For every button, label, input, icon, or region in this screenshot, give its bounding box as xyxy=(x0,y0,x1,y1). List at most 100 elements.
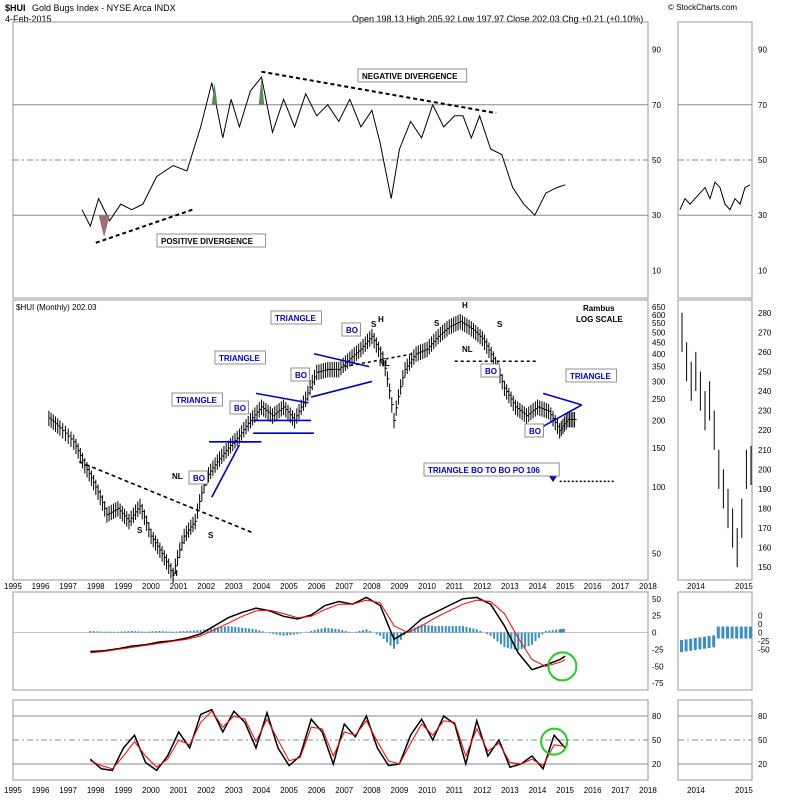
head-label: H xyxy=(378,315,384,324)
positive-divergence-label-box xyxy=(156,233,267,248)
bo-label-1-box xyxy=(188,470,209,485)
head-label: H xyxy=(462,301,468,310)
rsi-tick-label: 30 xyxy=(652,211,661,220)
quote-label: Open 198.13 High 205.92 Low 197.97 Close… xyxy=(352,14,644,24)
zoom-macd-histogram-bar xyxy=(698,637,702,650)
triangle-label-4-box xyxy=(565,368,617,383)
neckline-label: NL xyxy=(172,472,183,481)
zoom-price-tick-label: 210 xyxy=(758,446,772,455)
zoom-x-tick-label: 2015 xyxy=(735,582,753,591)
x-tick-label-bottom: 2016 xyxy=(584,786,602,795)
zoom-macd-histogram-bar xyxy=(689,638,693,651)
bo-label-1: BO xyxy=(193,474,205,483)
price-tick-label: 200 xyxy=(652,416,666,425)
price-tick-label: 250 xyxy=(652,395,666,404)
bo-label-3-box xyxy=(290,367,311,382)
price-tick-label: 500 xyxy=(652,328,666,337)
x-tick-label: 2012 xyxy=(473,582,491,591)
zoom-price-tick-label: 250 xyxy=(758,368,772,377)
head-label: H xyxy=(172,569,178,578)
x-tick-label: 2015 xyxy=(556,582,574,591)
macd-zoom-tick-label: 0 xyxy=(758,629,763,638)
zoom-macd-histogram-bar xyxy=(739,626,743,639)
x-tick-label: 2011 xyxy=(446,582,464,591)
bo-label-2-box xyxy=(229,400,250,415)
x-tick-label: 1998 xyxy=(87,582,105,591)
zoom-macd-histogram-bar xyxy=(730,626,734,639)
stoch-zoom-tick-label: 20 xyxy=(758,760,767,769)
macd-tick-label: -25 xyxy=(652,645,664,654)
triangle-line xyxy=(313,353,370,368)
zoom-price-tick-label: 260 xyxy=(758,348,772,357)
price-objective-label-box xyxy=(423,462,560,477)
x-tick-label-bottom: 2002 xyxy=(197,786,215,795)
macd-signal xyxy=(90,599,566,667)
zoom-price-tick-label: 180 xyxy=(758,505,772,514)
rsi-zoom-tick-label: 10 xyxy=(758,266,767,275)
triangle-label-3-box xyxy=(270,310,322,325)
zoom-macd-histogram-bar xyxy=(726,626,729,639)
shoulder-label: S xyxy=(497,320,503,329)
x-tick-label: 2007 xyxy=(335,582,353,591)
zoom-macd-histogram-bar xyxy=(716,626,720,639)
shoulder-label: S xyxy=(371,320,377,329)
price-tick-label: 300 xyxy=(652,377,666,386)
neckline-label: NL xyxy=(462,345,473,354)
macd-zoom-tick-label: -25 xyxy=(758,637,770,646)
positive-divergence-label: POSITIVE DIVERGENCE xyxy=(161,237,254,246)
zoom-frame-px xyxy=(677,299,753,581)
x-tick-label-bottom: 2007 xyxy=(335,786,353,795)
credit-label: © StockCharts.com xyxy=(668,3,738,12)
rsi-overbought-fill xyxy=(258,77,265,105)
price-tick-label: 350 xyxy=(652,363,666,372)
x-tick-label-bottom: 2008 xyxy=(363,786,381,795)
x-tick-label: 1997 xyxy=(59,582,77,591)
x-tick-label-bottom: 1999 xyxy=(114,786,132,795)
price-tick-label: 150 xyxy=(652,444,666,453)
bo-label-3: BO xyxy=(295,371,307,380)
bo-label-2: BO xyxy=(234,404,246,413)
x-tick-label: 2000 xyxy=(142,582,160,591)
x-tick-label: 2008 xyxy=(363,582,381,591)
triangle-label-1: TRIANGLE xyxy=(176,396,218,405)
zoom-macd-histogram-bar xyxy=(721,626,725,639)
rsi-zoom-line xyxy=(679,181,751,211)
triangle-line xyxy=(211,444,241,498)
shoulder-label: S xyxy=(208,531,214,540)
zoom-macd-histogram-bar xyxy=(712,635,716,648)
triangle-line xyxy=(255,392,309,404)
zoom-price-tick-label: 230 xyxy=(758,407,772,416)
stoch-k xyxy=(89,708,566,772)
x-tick-label-bottom: 2001 xyxy=(170,786,188,795)
x-tick-label: 2003 xyxy=(225,582,243,591)
negative-divergence-label-box xyxy=(357,68,468,83)
x-tick-label-bottom: 2013 xyxy=(501,786,519,795)
price-tick-label: 100 xyxy=(652,483,666,492)
stoch-tick-label: 50 xyxy=(652,736,661,745)
rsi-tick-label: 10 xyxy=(652,266,661,275)
x-tick-label: 2004 xyxy=(252,582,270,591)
log-scale-note: LOG SCALE xyxy=(576,315,623,324)
macd-zoom-tick-label: 0 xyxy=(758,612,763,621)
triangle-line xyxy=(310,380,373,398)
stoch-highlight-circle xyxy=(540,727,569,756)
neckline-label: NL xyxy=(379,359,390,368)
symbol-label: $HUI Gold Bugs Index - NYSE Arca INDX xyxy=(5,3,176,13)
x-tick-label-bottom: 2006 xyxy=(308,786,326,795)
zoom-macd-histogram-bar xyxy=(744,626,748,639)
x-tick-label-bottom: 1996 xyxy=(32,786,50,795)
stoch-zoom-tick-label: 50 xyxy=(758,736,767,745)
zoom-price-tick-label: 240 xyxy=(758,387,772,396)
x-tick-label-bottom: 2000 xyxy=(142,786,160,795)
triangle-line xyxy=(542,392,582,406)
x-tick-label-bottom: 2018 xyxy=(639,786,657,795)
date-label: 4-Feb-2015 xyxy=(5,14,52,24)
x-tick-label: 2002 xyxy=(197,582,215,591)
price-tick-label: 450 xyxy=(652,338,666,347)
x-tick-label: 1999 xyxy=(114,582,132,591)
triangle-line xyxy=(539,404,583,429)
x-tick-label: 2001 xyxy=(170,582,188,591)
triangle-label-3: TRIANGLE xyxy=(275,314,317,323)
